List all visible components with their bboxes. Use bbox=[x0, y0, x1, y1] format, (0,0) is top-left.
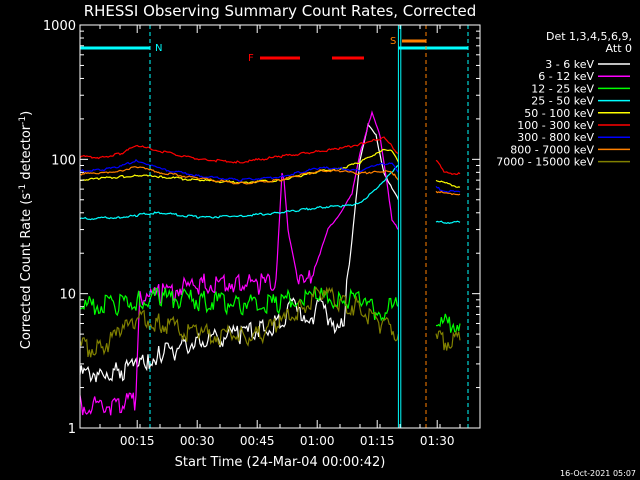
x-axis-ticks: 00:15 00:30 00:45 01:00 01:15 01:30 bbox=[79, 25, 461, 448]
legend-label: 6 - 12 keV bbox=[538, 70, 594, 83]
saa-label: S bbox=[390, 36, 396, 47]
series-line bbox=[79, 286, 399, 358]
y-tick-label: 1 bbox=[68, 422, 76, 437]
series-line bbox=[435, 179, 461, 188]
series-line bbox=[79, 158, 399, 182]
legend-label: 800 - 7000 keV bbox=[510, 143, 594, 156]
legend-label: 3 - 6 keV bbox=[545, 58, 594, 71]
chart-title: RHESSI Observing Summary Count Rates, Co… bbox=[84, 2, 477, 20]
y-tick-label: 1000 bbox=[43, 19, 76, 34]
legend-label: 7000 - 15000 keV bbox=[496, 156, 594, 169]
x-tick-label: 00:15 bbox=[120, 434, 155, 448]
y-tick-label: 10 bbox=[59, 288, 76, 303]
legend-label: 50 - 100 keV bbox=[524, 107, 594, 120]
x-tick-label: 01:00 bbox=[300, 434, 335, 448]
y-tick-label: 100 bbox=[51, 153, 76, 168]
flare-label: F bbox=[248, 53, 254, 64]
x-axis-label: Start Time (24-Mar-04 00:00:42) bbox=[175, 455, 386, 470]
legend-header-1: Det 1,3,4,5,6,9, bbox=[546, 30, 632, 43]
x-tick-label: 00:30 bbox=[180, 434, 215, 448]
legend-label: 12 - 25 keV bbox=[531, 82, 594, 95]
x-tick-label: 01:30 bbox=[420, 434, 455, 448]
series-line bbox=[79, 136, 399, 164]
series-line bbox=[435, 330, 461, 351]
series-line bbox=[79, 166, 399, 185]
x-tick-label: 00:45 bbox=[240, 434, 275, 448]
series-line bbox=[435, 190, 461, 196]
x-tick-label: 01:15 bbox=[360, 434, 395, 448]
night-label: N bbox=[155, 43, 162, 54]
generation-date: 16-Oct-2021 05:07 bbox=[560, 469, 636, 478]
legend-label: 25 - 50 keV bbox=[531, 95, 594, 108]
y-axis-ticks: 1 10 100 1000 bbox=[43, 19, 480, 437]
plot-area: N F S bbox=[79, 25, 469, 428]
y-axis-label: Corrected Count Rate (s-1 detector-1) bbox=[18, 111, 34, 349]
legend-header-2: Att 0 bbox=[606, 42, 632, 55]
series-line bbox=[435, 159, 461, 176]
series-line bbox=[435, 220, 461, 225]
legend-label: 300 - 800 keV bbox=[517, 131, 594, 144]
series-line bbox=[79, 164, 399, 221]
legend-label: 100 - 300 keV bbox=[517, 119, 594, 132]
series-line bbox=[435, 185, 461, 194]
